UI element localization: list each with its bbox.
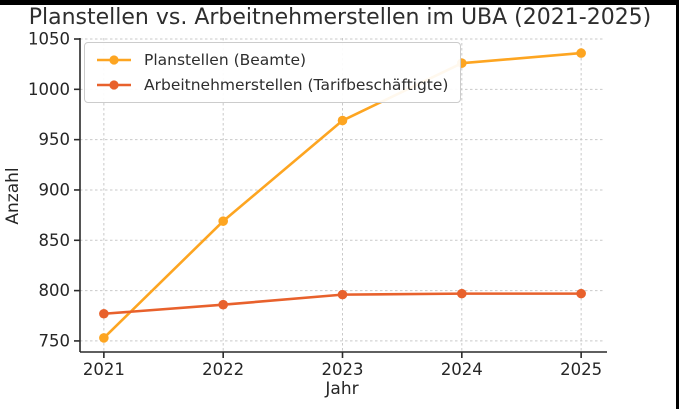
- x-tick-label: 2021: [83, 360, 125, 379]
- y-tick-label: 1050: [28, 30, 70, 49]
- data-point-marker: [576, 48, 586, 58]
- data-point-marker: [457, 288, 467, 299]
- x-tick-label: 2024: [441, 360, 483, 379]
- x-axis-label: Jahr: [325, 379, 359, 399]
- chart-title: Planstellen vs. Arbeitnehmerstellen im U…: [28, 5, 652, 30]
- y-tick-label: 950: [39, 130, 71, 149]
- legend-label: Planstellen (Beamte): [144, 51, 307, 69]
- x-tick-label: 2022: [202, 360, 244, 379]
- legend: Planstellen (Beamte) Arbeitnehmerstellen…: [84, 42, 462, 103]
- letterbox-bar-right: [676, 0, 679, 409]
- y-tick-label: 850: [39, 231, 71, 250]
- x-tick-label: 2023: [322, 360, 364, 379]
- y-tick-label: 800: [39, 281, 71, 300]
- legend-item-planstellen: Planstellen (Beamte): [95, 51, 448, 69]
- data-point-marker: [576, 288, 586, 299]
- data-point-marker: [337, 289, 348, 300]
- data-point-marker: [337, 115, 348, 126]
- legend-item-arbeitnehmerstellen: Arbeitnehmerstellen (Tarifbeschäftigte): [95, 76, 448, 94]
- x-tick-label: 2025: [560, 360, 602, 379]
- data-point-marker: [218, 299, 228, 310]
- legend-swatch-line-marker-icon: [97, 55, 131, 65]
- y-axis-label: Anzahl: [3, 167, 23, 225]
- data-point-marker: [218, 216, 228, 226]
- data-point-marker: [99, 333, 109, 343]
- legend-label: Arbeitnehmerstellen (Tarifbeschäftigte): [144, 76, 449, 94]
- legend-swatch-line-marker-icon: [97, 80, 131, 90]
- data-point-marker: [99, 308, 109, 319]
- letterbox-bar-top: [0, 0, 679, 5]
- y-tick-label: 750: [39, 331, 71, 350]
- y-tick-label: 1000: [28, 80, 70, 99]
- y-tick-label: 900: [39, 180, 71, 199]
